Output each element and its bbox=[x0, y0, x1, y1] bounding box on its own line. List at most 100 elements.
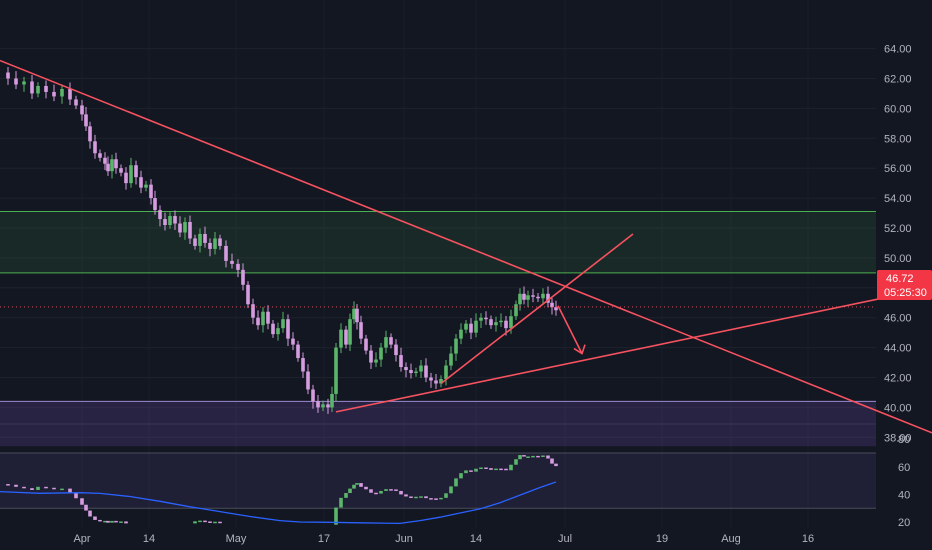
candle-body bbox=[479, 317, 483, 321]
rising-channel-line[interactable] bbox=[440, 233, 634, 385]
rsi-bar bbox=[334, 507, 338, 525]
candle-body bbox=[364, 338, 368, 351]
rsi-bar bbox=[474, 468, 478, 472]
candle-body bbox=[183, 222, 187, 233]
rsi-bar bbox=[30, 488, 34, 490]
support-zone[interactable] bbox=[0, 401, 876, 447]
chart-grid bbox=[0, 48, 876, 438]
rsi-bar bbox=[52, 487, 56, 490]
rsi-axis: 80 60 40 20 bbox=[898, 434, 910, 529]
rsi-bar bbox=[409, 496, 413, 498]
candle-body bbox=[355, 308, 359, 323]
candle-body bbox=[281, 319, 285, 329]
rsi-bar bbox=[213, 521, 217, 524]
rsi-bar bbox=[522, 455, 526, 457]
rsi-bar bbox=[404, 494, 408, 497]
candle-body bbox=[173, 216, 177, 224]
rsi-bar bbox=[546, 455, 550, 459]
candle-body bbox=[409, 370, 413, 374]
candle-body bbox=[531, 295, 535, 297]
rsi-bar bbox=[484, 467, 488, 469]
projection-arrow[interactable] bbox=[557, 305, 583, 354]
candle-body bbox=[134, 165, 138, 178]
countdown-timer: 05:25:30 bbox=[884, 287, 927, 299]
time-tick-label: Aug bbox=[721, 533, 741, 545]
candle-body bbox=[359, 322, 363, 339]
candle-body bbox=[374, 359, 378, 363]
rsi-bar bbox=[369, 489, 373, 493]
rsi-bar bbox=[374, 492, 378, 495]
price-tick-label: 52.00 bbox=[884, 223, 912, 235]
rsi-bar bbox=[514, 459, 518, 465]
candle-body bbox=[518, 293, 522, 305]
candle-body bbox=[218, 238, 222, 246]
candle-body bbox=[163, 219, 167, 226]
rsi-bar bbox=[60, 488, 64, 491]
candle-body bbox=[256, 317, 260, 326]
rsi-bar bbox=[541, 455, 545, 457]
rsi-bar bbox=[469, 470, 473, 472]
rsi-bar bbox=[531, 455, 535, 458]
candle-body bbox=[60, 88, 64, 97]
price-tick-label: 38.00 bbox=[884, 432, 912, 444]
time-axis[interactable]: Apr 14 May 17 Jun 14 Jul 19 Aug 16 bbox=[73, 533, 814, 545]
candle-body bbox=[149, 184, 153, 199]
candle-body bbox=[286, 319, 290, 339]
candle-body bbox=[119, 168, 123, 173]
candle-body bbox=[22, 81, 26, 85]
candle-body bbox=[321, 404, 325, 408]
candle-body bbox=[464, 323, 468, 330]
candle-body bbox=[379, 347, 383, 360]
rsi-bar bbox=[459, 473, 463, 479]
candle-body bbox=[344, 329, 348, 345]
candle-body bbox=[494, 322, 498, 326]
candle-body bbox=[129, 165, 133, 184]
rsi-bar bbox=[419, 496, 423, 498]
rsi-bar bbox=[379, 490, 383, 494]
rsi-bar bbox=[348, 488, 352, 494]
candle-body bbox=[424, 365, 428, 378]
rsi-bar bbox=[110, 520, 114, 523]
rsi-bar bbox=[198, 520, 202, 523]
rsi-bar bbox=[355, 483, 359, 485]
rsi-bar bbox=[479, 467, 483, 469]
candle-body bbox=[509, 316, 513, 329]
time-tick-label: Apr bbox=[73, 533, 90, 545]
rsi-bar bbox=[554, 463, 558, 467]
candle-body bbox=[414, 371, 418, 374]
candle-body bbox=[444, 365, 448, 379]
ascending-support-line[interactable] bbox=[335, 287, 932, 413]
price-zones bbox=[0, 211, 876, 447]
candle-body bbox=[394, 344, 398, 356]
price-tick-label: 62.00 bbox=[884, 74, 912, 86]
price-tick-label: 40.00 bbox=[884, 402, 912, 414]
candle-body bbox=[68, 88, 72, 100]
candle-body bbox=[36, 85, 40, 94]
candle-body bbox=[213, 238, 217, 249]
candle-body bbox=[266, 311, 270, 324]
candle-body bbox=[153, 198, 157, 211]
candle-body bbox=[74, 99, 78, 106]
candle-body bbox=[306, 371, 310, 390]
rsi-bar bbox=[6, 484, 10, 486]
candle-body bbox=[114, 159, 118, 169]
candle-body bbox=[230, 260, 234, 264]
trendline-drawings[interactable] bbox=[0, 59, 932, 434]
rsi-bar bbox=[399, 490, 403, 495]
rsi-bar bbox=[509, 464, 513, 471]
rsi-bar bbox=[394, 489, 398, 491]
resistance-zone[interactable] bbox=[0, 211, 876, 273]
current-price-label: 46.72 05:25:30 bbox=[877, 270, 932, 300]
current-price-badge bbox=[877, 270, 932, 300]
price-tick-label: 54.00 bbox=[884, 193, 912, 205]
descending-trendline[interactable] bbox=[0, 59, 932, 434]
price-tick-label: 50.00 bbox=[884, 253, 912, 265]
candle-body bbox=[449, 353, 453, 366]
candle-body bbox=[316, 401, 320, 408]
price-tick-label: 64.00 bbox=[884, 44, 912, 56]
candle-body bbox=[261, 311, 265, 326]
rsi-bar bbox=[80, 498, 84, 505]
candle-body bbox=[98, 153, 102, 158]
candle-body bbox=[330, 393, 334, 408]
